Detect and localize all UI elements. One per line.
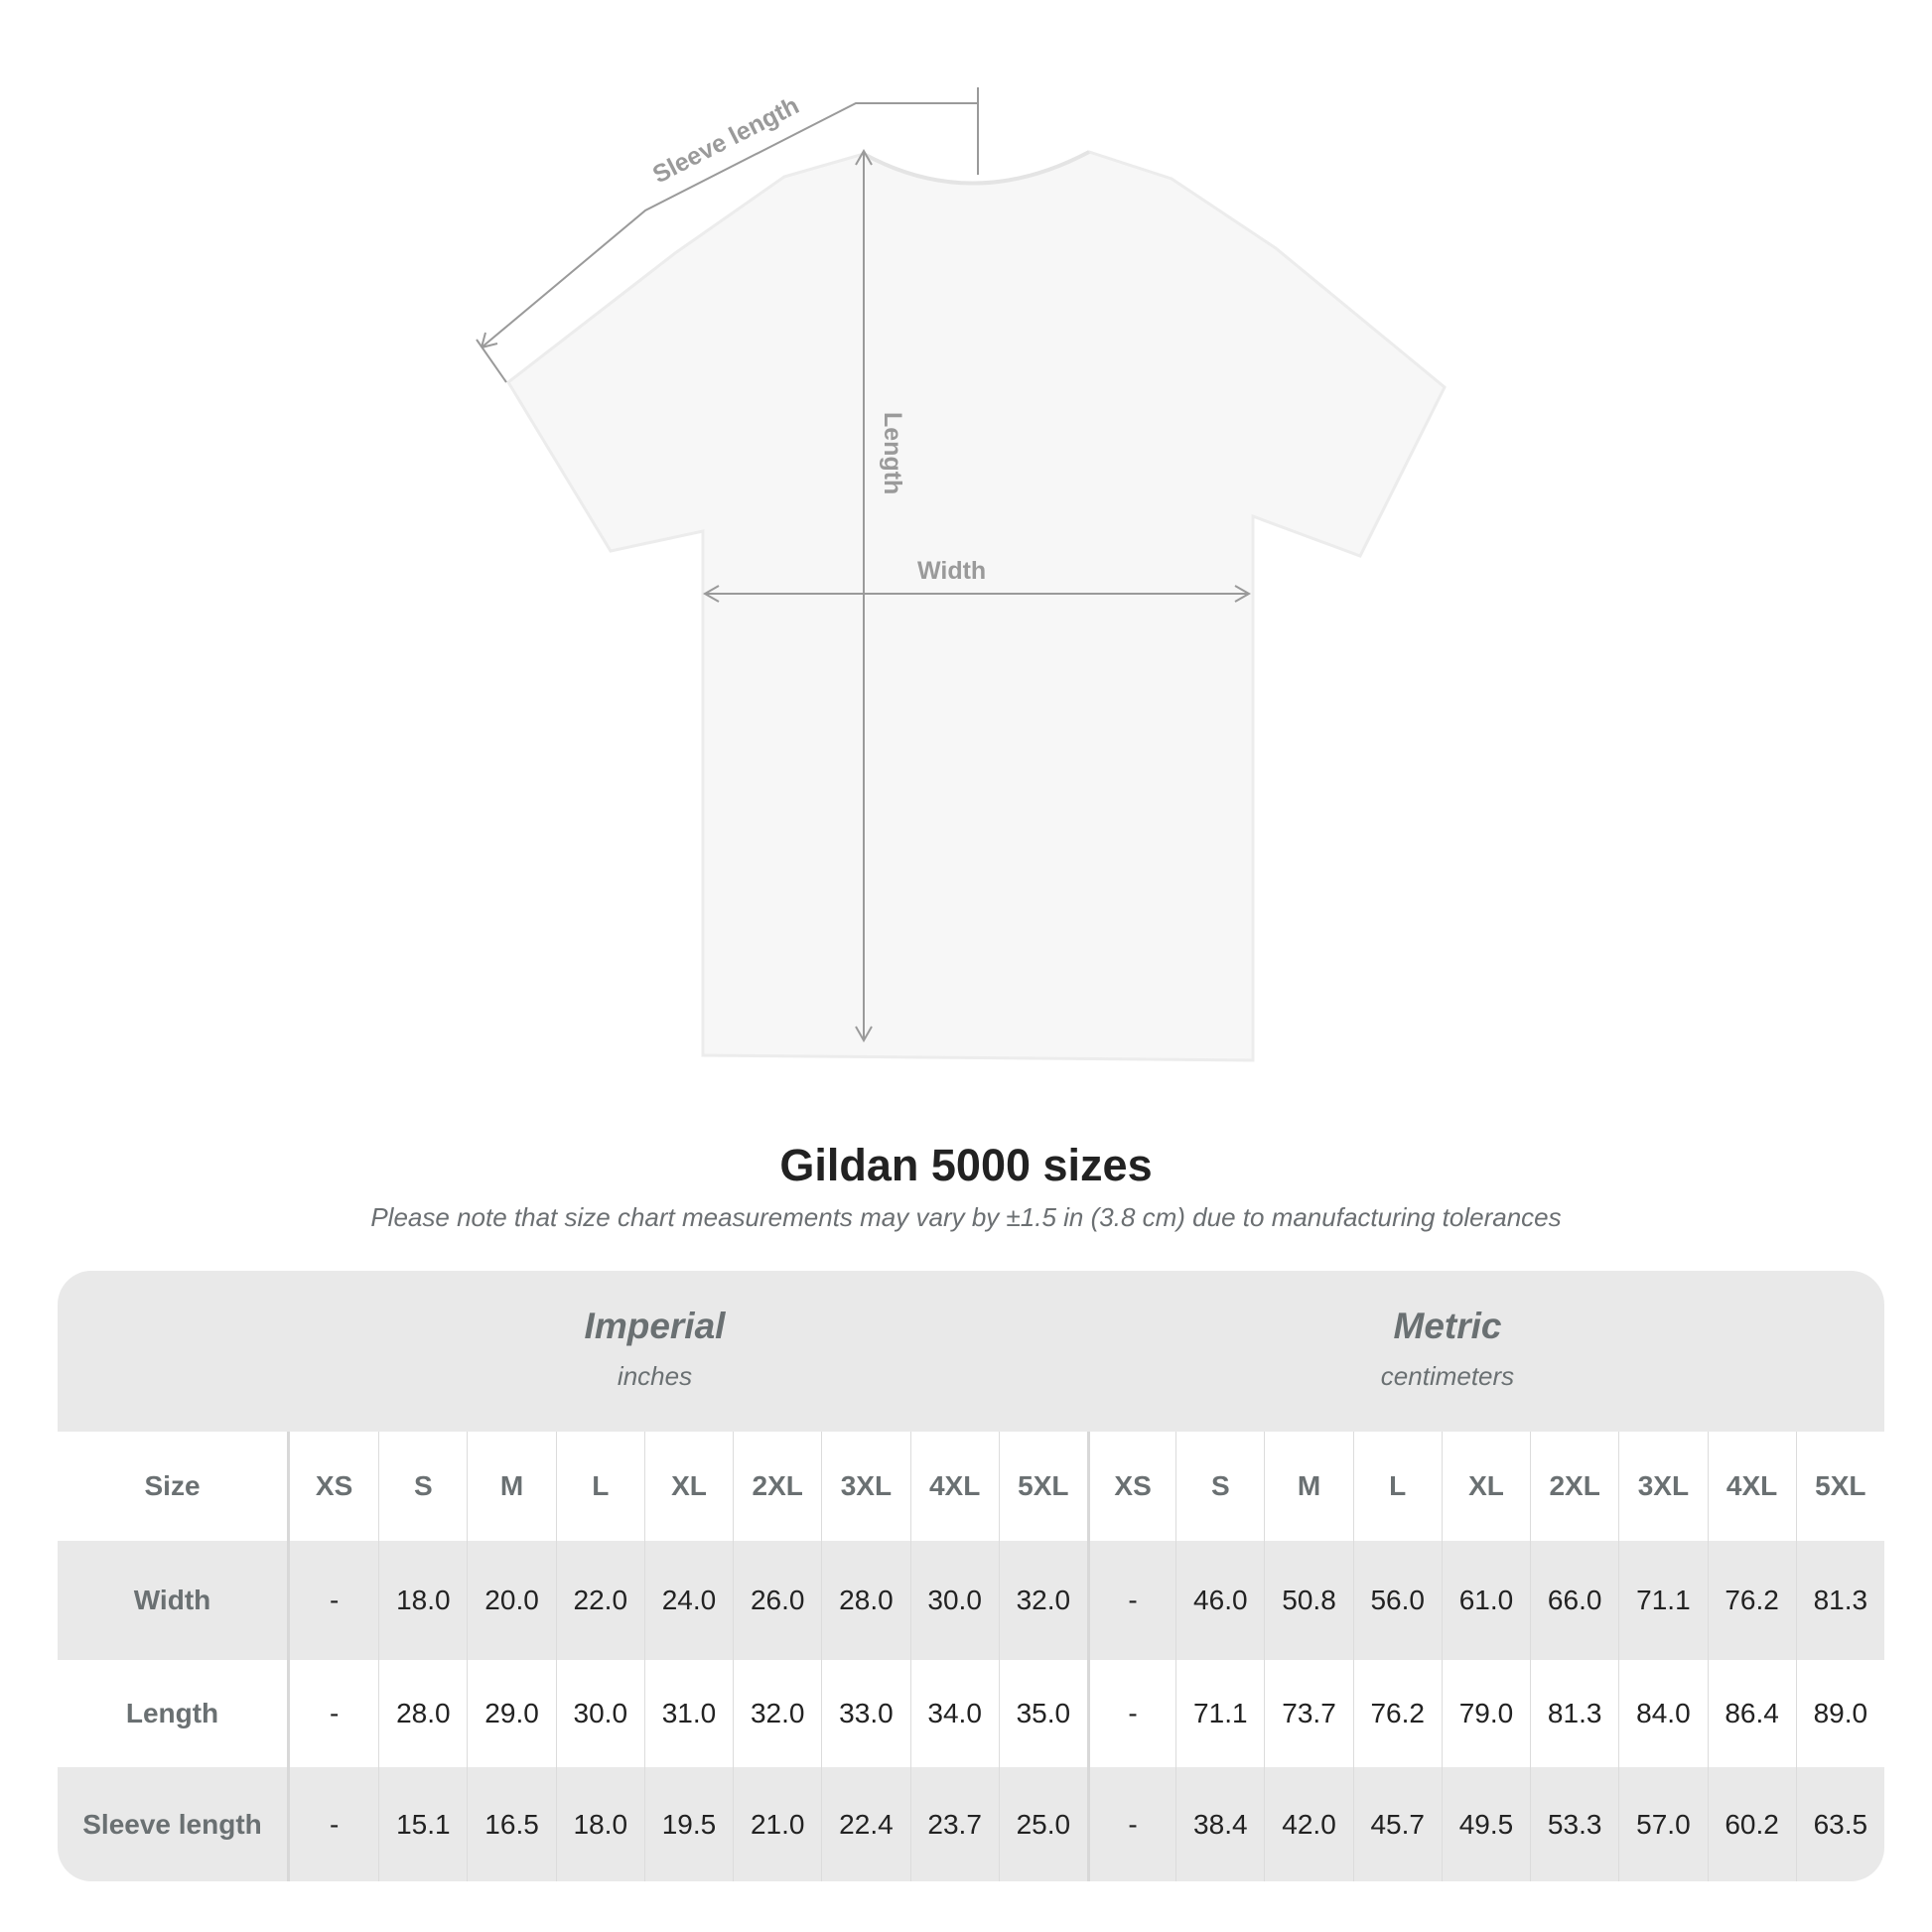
value-cell: 29.0	[467, 1660, 555, 1767]
value-cell: 35.0	[998, 1660, 1087, 1767]
value-cell: 73.7	[1264, 1660, 1352, 1767]
value-cell: -	[1086, 1767, 1175, 1881]
size-header-cell: 4XL	[909, 1432, 999, 1541]
value-cell: 16.5	[467, 1767, 555, 1881]
value-cell: 49.5	[1441, 1767, 1530, 1881]
value-cell: 89.0	[1795, 1660, 1884, 1767]
value-cell: 63.5	[1795, 1767, 1884, 1881]
value-cell: 84.0	[1618, 1660, 1707, 1767]
value-cell: 19.5	[643, 1767, 733, 1881]
imperial-title: Imperial	[584, 1306, 726, 1346]
table-row: Width -18.0 20.0 22.0 24.0 26.0 28.0 30.0 32.0-4…	[58, 1541, 1884, 1660]
value-cell: 81.3	[1530, 1660, 1618, 1767]
value-cell: 18.0	[378, 1541, 467, 1660]
page-title: Gildan 5000 sizes	[779, 1140, 1153, 1190]
value-cell: 50.8	[1264, 1541, 1352, 1660]
value-cell: -	[329, 1808, 340, 1840]
value-cell: 33.0	[821, 1660, 909, 1767]
value-cell: 28.0	[378, 1660, 467, 1767]
metric-unit: centimeters	[1380, 1361, 1515, 1391]
value-cell: 56.0	[1352, 1541, 1442, 1660]
value-cell: 45.7	[1352, 1767, 1442, 1881]
row-label: Size	[58, 1432, 290, 1541]
value-cell: 25.0	[998, 1767, 1087, 1881]
size-header-cell: XL	[1441, 1432, 1530, 1541]
value-cell: 71.1	[1175, 1660, 1264, 1767]
size-header-cell: XS	[1086, 1432, 1175, 1541]
value-cell: 18.0	[555, 1767, 644, 1881]
value-cell: 21.0	[733, 1767, 821, 1881]
metric-title: Metric	[1393, 1306, 1502, 1346]
value-cell: 76.2	[1707, 1541, 1796, 1660]
unit-header-band	[58, 1271, 1884, 1432]
value-cell: 86.4	[1707, 1660, 1796, 1767]
value-cell: 30.0	[555, 1660, 644, 1767]
size-header-cell: S	[378, 1432, 467, 1541]
tshirt-shape	[506, 150, 1447, 1062]
value-cell: 32.0	[733, 1660, 821, 1767]
value-cell: 15.1	[378, 1767, 467, 1881]
value-cell: -	[1086, 1541, 1175, 1660]
value-cell: 20.0	[467, 1541, 555, 1660]
size-table: Imperial inches Metric centimeters Size X…	[58, 1271, 1884, 1881]
value-cell: 23.7	[909, 1767, 999, 1881]
tolerance-note: Please note that size chart measurements…	[370, 1202, 1562, 1232]
size-header-cell: L	[555, 1432, 644, 1541]
value-cell: 79.0	[1441, 1660, 1530, 1767]
value-cell: 31.0	[643, 1660, 733, 1767]
length-label: Length	[879, 412, 906, 494]
value-cell: 60.2	[1707, 1767, 1796, 1881]
size-header-row: Size XS S M L XL 2XL 3XL 4XL 5XL XS S M L XL 2XL 3XL 4XL 5…	[58, 1432, 1884, 1541]
value-cell: 42.0	[1264, 1767, 1352, 1881]
table-row: Length -28.0 29.0 30.0 31.0 32.0 33.0 34.0 35.0-…	[58, 1660, 1884, 1767]
size-header-cell: L	[1352, 1432, 1442, 1541]
size-header-cell: S	[1175, 1432, 1264, 1541]
value-cell: 22.0	[555, 1541, 644, 1660]
value-cell: 61.0	[1441, 1541, 1530, 1660]
value-cell: 76.2	[1352, 1660, 1442, 1767]
size-header-cell: 5XL	[1795, 1432, 1884, 1541]
measure-lines	[476, 87, 1252, 1043]
value-cell: 81.3	[1795, 1541, 1884, 1660]
tshirt-diagram: Sleeve length Length Width	[476, 87, 1447, 1062]
imperial-unit: inches	[617, 1361, 693, 1391]
value-cell: -	[1086, 1660, 1175, 1767]
value-cell: 22.4	[821, 1767, 909, 1881]
value-cell: 57.0	[1618, 1767, 1707, 1881]
width-label: Width	[917, 557, 986, 585]
table-row: Sleeve length - 15.1 16.5 18.0 19.5 21.0 22.4 23…	[58, 1767, 1884, 1881]
value-cell: -	[329, 1585, 340, 1615]
metric-header: Metric centimeters	[1050, 1306, 1845, 1392]
size-header-cell: XS	[315, 1470, 353, 1501]
size-header-cell: 3XL	[821, 1432, 909, 1541]
value-cell: 38.4	[1175, 1767, 1264, 1881]
size-header-cell: 2XL	[1530, 1432, 1618, 1541]
size-header-cell: M	[1264, 1432, 1352, 1541]
value-cell: 53.3	[1530, 1767, 1618, 1881]
value-cell: 30.0	[909, 1541, 999, 1660]
size-header-cell: 3XL	[1618, 1432, 1707, 1541]
value-cell: 34.0	[909, 1660, 999, 1767]
size-header-cell: 5XL	[998, 1432, 1087, 1541]
size-header-cell: M	[467, 1432, 555, 1541]
value-cell: 66.0	[1530, 1541, 1618, 1660]
value-cell: 24.0	[643, 1541, 733, 1660]
value-cell: 26.0	[733, 1541, 821, 1660]
value-cell: 46.0	[1175, 1541, 1264, 1660]
value-cell: 28.0	[821, 1541, 909, 1660]
size-header-cell: 2XL	[733, 1432, 821, 1541]
size-header-cell: XL	[643, 1432, 733, 1541]
row-label: Width	[58, 1541, 290, 1660]
value-cell: 32.0	[998, 1541, 1087, 1660]
imperial-header: Imperial inches	[256, 1306, 1053, 1392]
row-label: Length	[58, 1660, 290, 1767]
value-cell: -	[329, 1698, 340, 1728]
size-header-cell: 4XL	[1707, 1432, 1796, 1541]
sleeve-length-label: Sleeve length	[648, 91, 803, 189]
value-cell: 71.1	[1618, 1541, 1707, 1660]
row-label: Sleeve length	[58, 1767, 290, 1881]
